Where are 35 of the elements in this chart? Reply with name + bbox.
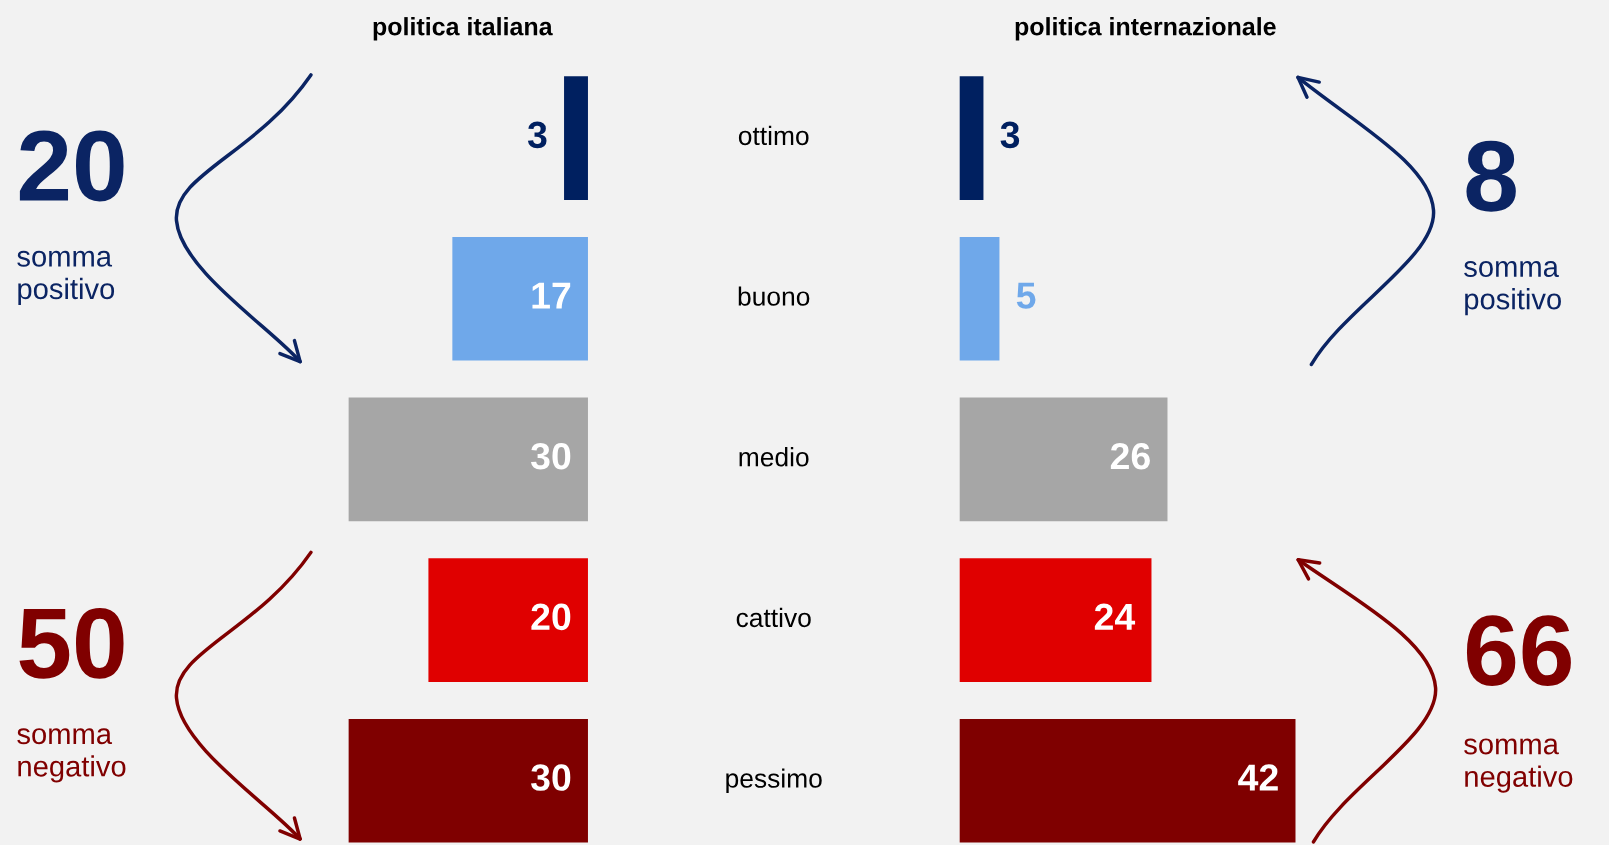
text: somma negativo xyxy=(1464,738,1573,793)
bar xyxy=(959,397,1168,522)
data-label: 30 xyxy=(530,442,571,470)
text: somma positivo xyxy=(1464,261,1561,316)
text: 20 xyxy=(19,130,124,202)
bar xyxy=(452,236,588,361)
text: 50 xyxy=(19,608,124,679)
bar xyxy=(348,718,588,843)
data-label: 17 xyxy=(532,282,571,309)
text: 8 xyxy=(1466,140,1516,212)
data-label: 42 xyxy=(1238,764,1278,791)
bar xyxy=(564,76,588,200)
bar xyxy=(959,236,1000,361)
bar xyxy=(959,558,1152,682)
y-tick-label: medio xyxy=(739,447,809,467)
y-tick-label: cattivo xyxy=(736,607,811,628)
text: somma positivo xyxy=(17,250,115,305)
data-label: 20 xyxy=(531,603,571,631)
bar xyxy=(428,558,588,682)
bar xyxy=(348,397,588,522)
text: 66 xyxy=(1466,615,1571,687)
chart-title: politica italiana xyxy=(373,17,553,41)
data-label: 3 xyxy=(527,121,547,149)
bar xyxy=(959,718,1296,843)
data-label: 5 xyxy=(1016,282,1036,309)
data-label: 24 xyxy=(1094,603,1136,630)
y-tick-label: buono xyxy=(738,286,810,306)
text: somma negativo xyxy=(17,728,126,783)
chart-title: politica internazionale xyxy=(1015,17,1276,41)
y-tick-label: ottimo xyxy=(738,125,809,146)
bar xyxy=(959,76,984,200)
data-label: 30 xyxy=(530,764,571,791)
data-label: 3 xyxy=(1000,121,1020,149)
y-tick-label: pessimo xyxy=(726,768,822,794)
data-label: 26 xyxy=(1110,442,1150,470)
